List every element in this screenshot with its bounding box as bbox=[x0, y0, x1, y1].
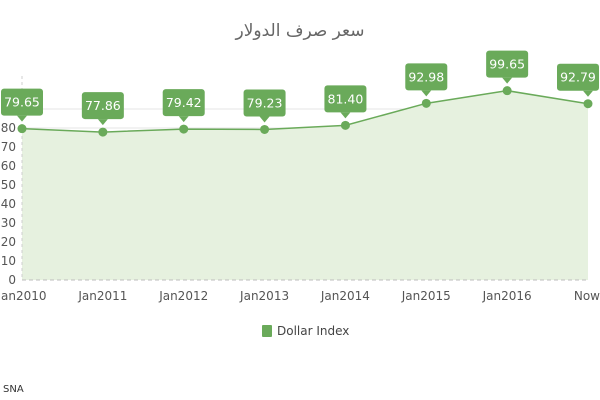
data-point[interactable] bbox=[17, 124, 27, 134]
data-point[interactable] bbox=[421, 98, 431, 108]
y-tick-label: 50 bbox=[1, 178, 16, 192]
data-point[interactable] bbox=[340, 120, 350, 130]
y-tick-label: 40 bbox=[1, 197, 16, 211]
y-tick-label: 70 bbox=[1, 140, 16, 154]
data-label-pointer bbox=[583, 90, 593, 97]
data-label: 99.65 bbox=[486, 50, 529, 84]
data-label-text: 79.65 bbox=[4, 95, 40, 110]
data-label-pointer bbox=[259, 116, 270, 123]
x-tick-label: Jan2012 bbox=[158, 289, 208, 303]
data-label-text: 92.98 bbox=[408, 69, 444, 84]
y-tick-label: 80 bbox=[1, 121, 16, 135]
y-tick-label: 20 bbox=[1, 235, 16, 249]
data-label-box bbox=[1, 88, 43, 116]
y-tick-label: 0 bbox=[8, 273, 16, 287]
x-tick-label: Jan2014 bbox=[320, 289, 370, 303]
x-tick-label: Jan2011 bbox=[77, 289, 127, 303]
data-label-box bbox=[557, 63, 599, 91]
legend-label: Dollar Index bbox=[277, 324, 349, 338]
data-label-text: 79.23 bbox=[247, 95, 283, 110]
data-label-box bbox=[486, 50, 529, 78]
data-label: 92.98 bbox=[405, 63, 448, 97]
chart-title: سعر صرف الدولار bbox=[234, 21, 364, 41]
data-point[interactable] bbox=[98, 127, 108, 137]
x-tick-label: Jan2015 bbox=[401, 289, 451, 303]
data-label: 77.86 bbox=[81, 92, 124, 126]
x-tick-label: Now bbox=[574, 289, 600, 303]
legend[interactable]: Dollar Index bbox=[262, 324, 349, 338]
data-label-text: 92.79 bbox=[560, 70, 596, 85]
series-area bbox=[22, 90, 588, 280]
area-layer bbox=[21, 89, 589, 280]
x-tick-label: Jan2013 bbox=[239, 289, 289, 303]
data-label-text: 81.40 bbox=[328, 91, 364, 106]
data-label-box bbox=[324, 85, 367, 113]
y-tick-label: 60 bbox=[1, 159, 16, 173]
data-point[interactable] bbox=[179, 124, 189, 134]
marker-layer bbox=[17, 86, 593, 137]
data-point[interactable] bbox=[583, 99, 593, 109]
x-tick-label: Jan2016 bbox=[482, 289, 532, 303]
x-tick-label: Jan2010 bbox=[0, 289, 47, 303]
source-credit: SNA bbox=[3, 384, 24, 395]
data-label-pointer bbox=[97, 119, 108, 126]
data-label-pointer bbox=[502, 77, 513, 84]
y-tick-label: 30 bbox=[1, 216, 16, 230]
legend-swatch bbox=[262, 325, 272, 337]
data-label-text: 79.42 bbox=[166, 95, 202, 110]
data-label-text: 99.65 bbox=[489, 57, 525, 72]
y-tick-label: 10 bbox=[1, 254, 16, 268]
data-label: 81.40 bbox=[324, 85, 367, 119]
data-label: 79.42 bbox=[162, 89, 205, 123]
data-label: 92.79 bbox=[557, 63, 599, 97]
data-label-text: 77.86 bbox=[85, 98, 121, 113]
data-label-pointer bbox=[421, 90, 432, 97]
data-point[interactable] bbox=[260, 124, 270, 134]
data-label: 79.65 bbox=[1, 88, 43, 122]
axis-layer: 0102030405060708090Jan2010Jan2011Jan2012… bbox=[0, 76, 600, 303]
data-point[interactable] bbox=[502, 86, 512, 96]
data-label-box bbox=[405, 63, 448, 91]
data-label-pointer bbox=[340, 112, 351, 119]
data-label-pointer bbox=[178, 116, 189, 123]
label-layer: 79.65 77.86 79.42 79.23 81.40 92.98 99.65 92.79 bbox=[1, 50, 599, 126]
data-label-box bbox=[81, 92, 124, 120]
series-line bbox=[21, 89, 589, 133]
data-label-pointer bbox=[17, 115, 27, 122]
data-label-box bbox=[162, 89, 205, 117]
data-label: 79.23 bbox=[243, 89, 286, 123]
data-label-box bbox=[243, 89, 286, 117]
